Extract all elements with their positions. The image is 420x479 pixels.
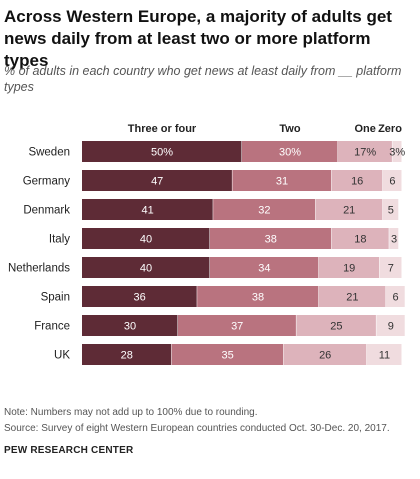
chart-note: Note: Numbers may not add up to 100% due… [4,407,258,418]
category-label: Netherlands [8,263,70,275]
data-label: 30% [279,147,301,159]
bar-segment [82,228,210,249]
bar-segment [82,199,213,220]
category-label: Germany [23,176,71,188]
bar-segment [366,344,402,365]
bar-segment [296,315,376,336]
data-label: 21 [343,205,355,217]
category-label: Sweden [28,147,70,159]
bar-segment [82,286,197,307]
data-label: 36 [133,292,145,304]
data-label: 34 [258,263,270,275]
legend-label-zero: Zero [378,123,402,135]
data-label: 40 [140,263,152,275]
data-label: 6 [389,176,395,188]
bar-segment [331,170,383,191]
bar-segment [242,141,338,162]
bar-segment [379,257,402,278]
data-label: 40 [140,234,152,246]
bar-segment [389,228,399,249]
data-label: 7 [388,263,394,275]
bar-segment [331,228,389,249]
category-label: UK [54,350,70,362]
data-label: 16 [351,176,363,188]
bar-segment [382,199,399,220]
data-label: 37 [231,321,243,333]
pew-credit: PEW RESEARCH CENTER [4,445,134,456]
bar-segment [232,170,332,191]
bar-segment [82,257,210,278]
bar-segment [386,286,405,307]
data-label: 25 [330,321,342,333]
data-label: 17% [354,147,376,159]
bar-segment [197,286,319,307]
data-label: 32 [258,205,270,217]
data-label: 28 [121,350,133,362]
bar-segment [376,315,405,336]
data-label: 26 [319,350,331,362]
data-label: 30 [124,321,136,333]
category-label: Spain [41,292,70,304]
data-label: 38 [265,234,277,246]
stacked-bar-chart: Three or four Two One Zero Sweden 50% 30% 17% 3%… [8,123,405,365]
data-label: 50% [151,147,173,159]
bar-segment [210,257,319,278]
data-label: 21 [346,292,358,304]
chart-title: Across Western Europe, a majority of adu… [4,7,392,70]
bar-segment [82,170,232,191]
data-label: 31 [276,176,288,188]
bar-segment [82,315,178,336]
data-label: 41 [141,205,153,217]
bar-segment [392,141,402,162]
bar-segment [213,199,316,220]
bar-segment [171,344,284,365]
data-label: 3% [389,147,405,159]
bar-segment [178,315,296,336]
bar-segment [382,170,402,191]
data-label: 38 [252,292,264,304]
legend-label-one: One [354,123,375,135]
bar-segment [318,257,380,278]
chart-source: Source: Survey of eight Western European… [4,423,390,434]
bar-segment [315,199,383,220]
data-label: 18 [354,234,366,246]
data-label: 6 [393,292,399,304]
bar-segment [210,228,332,249]
data-label: 19 [343,263,355,275]
legend-label-two: Two [279,123,300,135]
bar-segment [338,141,392,162]
category-label: France [34,321,70,333]
data-label: 11 [379,350,390,362]
data-label: 9 [388,321,394,333]
bar-segment [283,344,367,365]
chart-subtitle: % of adults in each country who get news… [4,64,402,94]
category-label: Italy [49,234,70,246]
bar-segment [318,286,386,307]
bar-segment [82,141,242,162]
data-label: 5 [388,205,394,217]
bar-segment [82,344,172,365]
data-label: 35 [221,350,233,362]
data-label: 47 [151,176,163,188]
legend-label-three-or-four: Three or four [128,123,197,135]
data-label: 3 [391,234,397,246]
category-label: Denmark [23,205,70,217]
